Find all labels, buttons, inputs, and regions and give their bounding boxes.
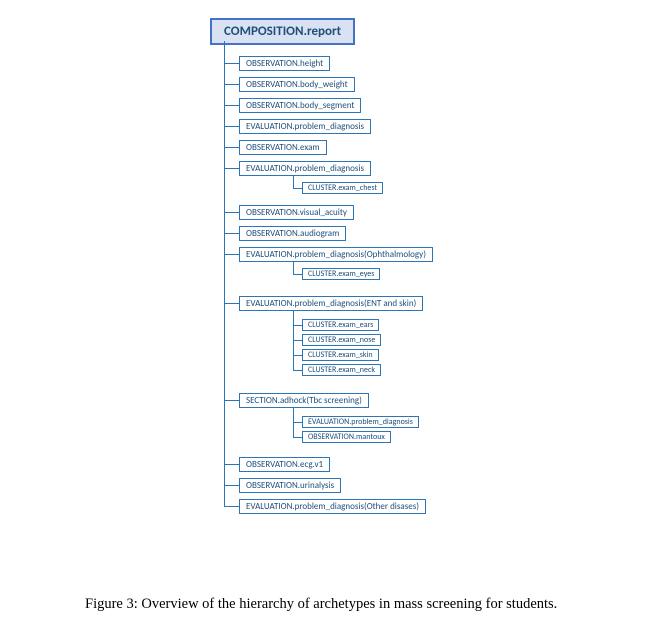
figure-caption: Figure 3: Overview of the hierarchy of a…: [85, 596, 557, 613]
hline-child: [293, 188, 302, 189]
tree-node: OBSERVATION.body_segment: [239, 98, 361, 113]
hline-node: [224, 303, 239, 304]
hline-child: [293, 370, 302, 371]
hline-node: [224, 63, 239, 64]
tree-node: EVALUATION.problem_diagnosis: [239, 119, 371, 134]
hline-node: [224, 400, 239, 401]
tree-node: EVALUATION.problem_diagnosis(ENT and ski…: [239, 296, 423, 311]
hline-node: [224, 254, 239, 255]
hline-node: [224, 506, 239, 507]
tree-child-node: OBSERVATION.mantoux: [302, 431, 391, 443]
child-vline: [293, 408, 294, 438]
tree-node: SECTION.adhock(Tbc screening): [239, 393, 369, 408]
tree-child-node: CLUSTER.exam_eyes: [302, 268, 380, 280]
hline-node: [224, 105, 239, 106]
hline-child: [293, 422, 302, 423]
tree-node: OBSERVATION.visual_acuity: [239, 205, 354, 220]
hline-node: [224, 84, 239, 85]
tree-child-node: CLUSTER.exam_chest: [302, 182, 383, 194]
hline-node: [224, 212, 239, 213]
child-vline: [293, 311, 294, 371]
hline-node: [224, 126, 239, 127]
main-vline: [224, 41, 225, 506]
tree-child-node: CLUSTER.exam_ears: [302, 319, 379, 331]
tree-node: EVALUATION.problem_diagnosis: [239, 161, 371, 176]
tree-node: OBSERVATION.audiogram: [239, 226, 346, 241]
tree-node: EVALUATION.problem_diagnosis(Other disas…: [239, 499, 426, 514]
hline-child: [293, 437, 302, 438]
tree-node: OBSERVATION.exam: [239, 140, 327, 155]
hline-node: [224, 464, 239, 465]
hline-child: [293, 355, 302, 356]
tree-node: OBSERVATION.height: [239, 56, 330, 71]
hline-child: [293, 340, 302, 341]
tree-node: OBSERVATION.body_weight: [239, 77, 355, 92]
tree-node: EVALUATION.problem_diagnosis(Ophthalmolo…: [239, 247, 433, 262]
hline-node: [224, 147, 239, 148]
hline-child: [293, 325, 302, 326]
hline-child: [293, 274, 302, 275]
tree-node: OBSERVATION.urinalysis: [239, 478, 341, 493]
hline-node: [224, 233, 239, 234]
tree-child-node: EVALUATION.problem_diagnosis: [302, 416, 419, 428]
tree-node: OBSERVATION.ecg.v1: [239, 457, 330, 472]
hline-node: [224, 485, 239, 486]
archetype-hierarchy-diagram: COMPOSITION.report OBSERVATION.heightOBS…: [0, 0, 667, 18]
tree-child-node: CLUSTER.exam_neck: [302, 364, 381, 376]
tree-child-node: CLUSTER.exam_skin: [302, 349, 379, 361]
root-node: COMPOSITION.report: [210, 18, 355, 45]
tree-child-node: CLUSTER.exam_nose: [302, 334, 381, 346]
hline-node: [224, 168, 239, 169]
